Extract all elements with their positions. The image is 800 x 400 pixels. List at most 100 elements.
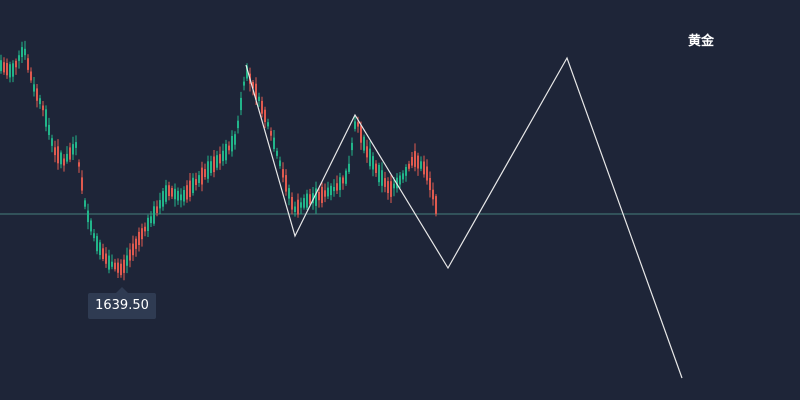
candle-body bbox=[306, 193, 308, 208]
candle-body bbox=[393, 183, 395, 189]
candle-body bbox=[231, 136, 233, 152]
candle-body bbox=[33, 84, 35, 92]
candle-body bbox=[162, 191, 164, 207]
candle-body bbox=[3, 62, 5, 73]
candle-body bbox=[75, 142, 77, 148]
candle-body bbox=[111, 261, 113, 267]
candle-body bbox=[369, 148, 371, 167]
candle-body bbox=[417, 155, 419, 169]
candle-body bbox=[270, 130, 272, 136]
candle-body bbox=[12, 63, 14, 77]
low-marker-arrow-icon bbox=[116, 287, 128, 293]
candle-body bbox=[273, 137, 275, 149]
candle-body bbox=[48, 124, 50, 135]
candle-body bbox=[375, 163, 377, 173]
candle-body bbox=[30, 71, 32, 81]
candle-body bbox=[261, 100, 263, 114]
candle-body bbox=[291, 197, 293, 210]
candle-body bbox=[318, 192, 320, 201]
candle-body bbox=[429, 178, 431, 191]
candle-body bbox=[246, 65, 248, 79]
candle-body bbox=[174, 188, 176, 200]
candle-body bbox=[129, 249, 131, 261]
candle-body bbox=[378, 164, 380, 183]
candle-body bbox=[216, 155, 218, 168]
candle-body bbox=[339, 177, 341, 191]
candle-body bbox=[123, 259, 125, 273]
symbol-title: 黄金 bbox=[688, 34, 715, 49]
candle-body bbox=[69, 147, 71, 160]
candle-body bbox=[99, 242, 101, 255]
candle-body bbox=[405, 167, 407, 176]
candle-body bbox=[309, 194, 311, 205]
candle-body bbox=[288, 188, 290, 199]
candle-body bbox=[342, 177, 344, 184]
candle-body bbox=[237, 120, 239, 129]
candle-body bbox=[345, 170, 347, 184]
candle-body bbox=[243, 81, 245, 86]
candle-body bbox=[315, 188, 317, 206]
candle-body bbox=[63, 158, 65, 166]
candle-body bbox=[84, 200, 86, 207]
candle-body bbox=[159, 200, 161, 209]
candle-body bbox=[372, 156, 374, 170]
candle-body bbox=[213, 156, 215, 173]
candle-body bbox=[15, 60, 17, 68]
candle-body bbox=[21, 47, 23, 57]
candle-body bbox=[81, 177, 83, 191]
candle-body bbox=[333, 187, 335, 192]
candle-body bbox=[414, 151, 416, 167]
candle-body bbox=[120, 263, 122, 276]
candle-body bbox=[327, 187, 329, 197]
candle-body bbox=[234, 134, 236, 145]
candle-body bbox=[45, 109, 47, 127]
candle-body bbox=[180, 194, 182, 201]
candle-body bbox=[126, 255, 128, 266]
low-price-label: 1639.50 bbox=[88, 293, 156, 319]
candle-body bbox=[114, 262, 116, 270]
candle-body bbox=[96, 236, 98, 252]
candle-body bbox=[39, 98, 41, 105]
candle-body bbox=[321, 186, 323, 203]
candle-body bbox=[135, 238, 137, 249]
candle-body bbox=[93, 233, 95, 239]
candle-body bbox=[279, 160, 281, 167]
candle-body bbox=[354, 121, 356, 129]
candlestick-series bbox=[0, 40, 437, 281]
candle-body bbox=[66, 153, 68, 162]
candle-body bbox=[402, 173, 404, 180]
candle-body bbox=[90, 220, 92, 232]
candle-body bbox=[186, 185, 188, 200]
candle-body bbox=[24, 48, 26, 56]
candle-body bbox=[156, 206, 158, 213]
candle-body bbox=[258, 96, 260, 101]
candle-body bbox=[204, 169, 206, 177]
candle-body bbox=[168, 185, 170, 196]
candle-body bbox=[36, 88, 38, 101]
candle-body bbox=[384, 178, 386, 187]
candle-body bbox=[27, 58, 29, 70]
candle-body bbox=[228, 145, 230, 151]
candle-body bbox=[144, 226, 146, 232]
candle-body bbox=[183, 190, 185, 202]
candle-body bbox=[165, 185, 167, 202]
candle-body bbox=[357, 122, 359, 127]
candle-body bbox=[18, 55, 20, 61]
candle-body bbox=[153, 206, 155, 224]
candle-body bbox=[303, 198, 305, 208]
candle-body bbox=[297, 199, 299, 215]
candle-body bbox=[366, 146, 368, 158]
candle-body bbox=[189, 180, 191, 197]
candle-body bbox=[192, 177, 194, 193]
candle-body bbox=[138, 231, 140, 245]
candle-body bbox=[177, 190, 179, 201]
candle-body bbox=[132, 243, 134, 256]
candle-body bbox=[225, 143, 227, 161]
candle-body bbox=[387, 181, 389, 193]
candle-body bbox=[276, 150, 278, 156]
candle-body bbox=[219, 154, 221, 164]
candle-body bbox=[255, 83, 257, 100]
candle-body bbox=[150, 216, 152, 224]
candle-body bbox=[294, 206, 296, 212]
